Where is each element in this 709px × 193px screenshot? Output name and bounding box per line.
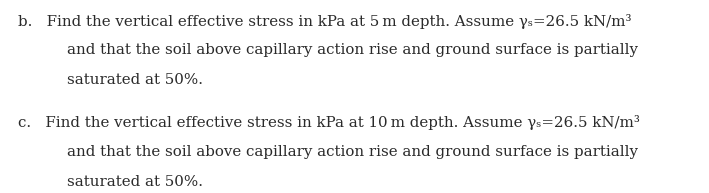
- Text: c.   Find the vertical effective stress in kPa at 10 m depth. Assume γₛ=26.5 kN/: c. Find the vertical effective stress in…: [18, 115, 640, 130]
- Text: and that the soil above capillary action rise and ground surface is partially: and that the soil above capillary action…: [67, 145, 638, 159]
- Text: saturated at 50%.: saturated at 50%.: [67, 175, 203, 189]
- Text: and that the soil above capillary action rise and ground surface is partially: and that the soil above capillary action…: [67, 43, 638, 58]
- Text: saturated at 50%.: saturated at 50%.: [67, 73, 203, 87]
- Text: b.   Find the vertical effective stress in kPa at 5 m depth. Assume γₛ=26.5 kN/m: b. Find the vertical effective stress in…: [18, 14, 631, 29]
